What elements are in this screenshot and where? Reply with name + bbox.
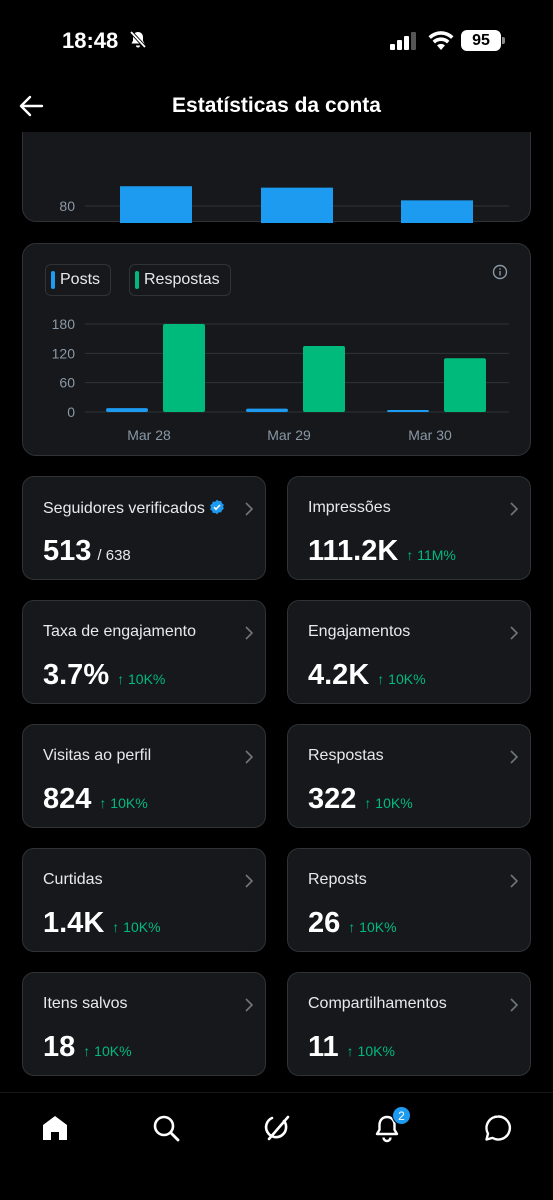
stat-card[interactable]: Respostas 322 ↑ 10K% (287, 724, 531, 828)
status-time: 18:48 (62, 28, 119, 53)
stat-value: 11 ↑ 10K% (308, 1031, 395, 1063)
y-tick-label: 80 (59, 198, 75, 214)
x-tick-label: Mar 30 (408, 427, 452, 443)
bar (261, 187, 333, 230)
back-arrow-icon[interactable] (18, 94, 44, 118)
stat-total: / 638 (97, 547, 131, 564)
bar (401, 200, 473, 230)
wifi-icon (428, 31, 454, 50)
stat-card[interactable]: Compartilhamentos 11 ↑ 10K% (287, 972, 531, 1076)
legend-respostas[interactable]: Respostas (129, 264, 231, 296)
chevron-right-icon (245, 998, 253, 1012)
chevron-right-icon (510, 998, 518, 1012)
stat-value: 111.2K ↑ 11M% (308, 535, 456, 567)
stat-label: Compartilhamentos (308, 995, 447, 1012)
legend-posts[interactable]: Posts (45, 264, 112, 296)
stat-card[interactable]: Impressões 111.2K ↑ 11M% (287, 476, 531, 580)
chart-card-2: Posts Respostas 180 120 60 0 Mar 28 Mar 29 Mar… (22, 243, 531, 456)
stat-delta: ↑ 11M% (406, 547, 456, 563)
chevron-right-icon (510, 874, 518, 888)
chevron-right-icon (245, 750, 253, 764)
stat-value: 18 ↑ 10K% (43, 1031, 132, 1063)
stat-delta: ↑ 10K% (99, 795, 148, 811)
y-tick-label: 180 (52, 316, 76, 332)
status-bar: 18:48 95 (0, 0, 553, 80)
stat-delta: ↑ 10K% (377, 671, 426, 687)
stat-card[interactable]: Itens salvos 18 ↑ 10K% (22, 972, 266, 1076)
stat-label: Visitas ao perfil (43, 747, 152, 764)
home-icon[interactable] (40, 1113, 70, 1143)
stat-card[interactable]: Engajamentos 4.2K ↑ 10K% (287, 600, 531, 704)
stat-card[interactable]: Seguidores verificados 513/ 638 (22, 476, 266, 580)
stat-label: Taxa de engajamento (43, 623, 196, 640)
stat-value: 513/ 638 (43, 535, 131, 567)
chevron-right-icon (245, 626, 253, 640)
stat-delta: ↑ 10K% (112, 919, 161, 935)
stat-card[interactable]: Reposts 26 ↑ 10K% (287, 848, 531, 952)
bar (120, 186, 192, 230)
y-tick-label: -5 (63, 222, 76, 223)
bar (387, 410, 429, 412)
stats-scroll-area[interactable]: 80 -5 Mar 28 Mar 29 Mar 30 Posts Respostas 1… (0, 132, 553, 1092)
stat-card[interactable]: Taxa de engajamento 3.7% ↑ 10K% (22, 600, 266, 704)
app-header: Estatísticas da conta (0, 80, 553, 132)
stat-card[interactable]: Visitas ao perfil 824 ↑ 10K% (22, 724, 266, 828)
bar (163, 324, 205, 412)
search-icon[interactable] (151, 1113, 181, 1143)
stat-value: 322 ↑ 10K% (308, 783, 413, 815)
chevron-right-icon (245, 502, 253, 516)
stat-delta: ↑ 10K% (117, 671, 166, 687)
x-tick-label: Mar 29 (267, 427, 311, 443)
bottom-nav (0, 1092, 553, 1200)
stat-value: 824 ↑ 10K% (43, 783, 148, 815)
chevron-right-icon (510, 626, 518, 640)
stat-value: 4.2K ↑ 10K% (308, 659, 426, 691)
bell-icon[interactable] (372, 1113, 402, 1143)
chevron-right-icon (245, 874, 253, 888)
stat-label: Itens salvos (43, 995, 128, 1012)
notifications-badge: 2 (392, 1106, 411, 1125)
verified-icon (210, 499, 224, 515)
stat-delta: ↑ 10K% (364, 795, 413, 811)
page-title: Estatísticas da conta (172, 94, 381, 117)
stat-value: 26 ↑ 10K% (308, 907, 397, 939)
chevron-right-icon (510, 502, 518, 516)
stat-delta: ↑ 10K% (348, 919, 397, 935)
signal-icon (390, 32, 416, 50)
stat-delta: ↑ 10K% (83, 1043, 132, 1059)
bar (246, 408, 288, 412)
stat-label: Reposts (308, 871, 367, 888)
y-tick-label: 120 (52, 345, 76, 361)
stat-label: Curtidas (43, 871, 103, 888)
stat-value: 1.4K ↑ 10K% (43, 907, 161, 939)
bar (106, 408, 148, 412)
stat-label: Seguidores verificados (43, 499, 225, 518)
y-tick-label: 0 (67, 404, 75, 420)
y-tick-label: 60 (59, 375, 75, 391)
stat-value: 3.7% ↑ 10K% (43, 659, 166, 691)
stat-label: Engajamentos (308, 623, 411, 640)
info-icon[interactable] (492, 264, 508, 280)
bar (444, 358, 486, 412)
stat-card[interactable]: Curtidas 1.4K ↑ 10K% (22, 848, 266, 952)
bar-chart-2: 180 120 60 0 Mar 28 Mar 29 Mar 30 (52, 316, 509, 443)
stat-delta: ↑ 10K% (346, 1043, 395, 1059)
x-tick-label: Mar 28 (127, 427, 171, 443)
battery-indicator: 95 (461, 30, 505, 51)
messages-icon[interactable] (483, 1113, 513, 1143)
bell-muted-icon (129, 30, 147, 49)
stat-label: Impressões (308, 499, 391, 516)
grok-icon[interactable] (262, 1113, 292, 1143)
stat-label: Respostas (308, 747, 384, 764)
bar (303, 346, 345, 412)
chevron-right-icon (510, 750, 518, 764)
